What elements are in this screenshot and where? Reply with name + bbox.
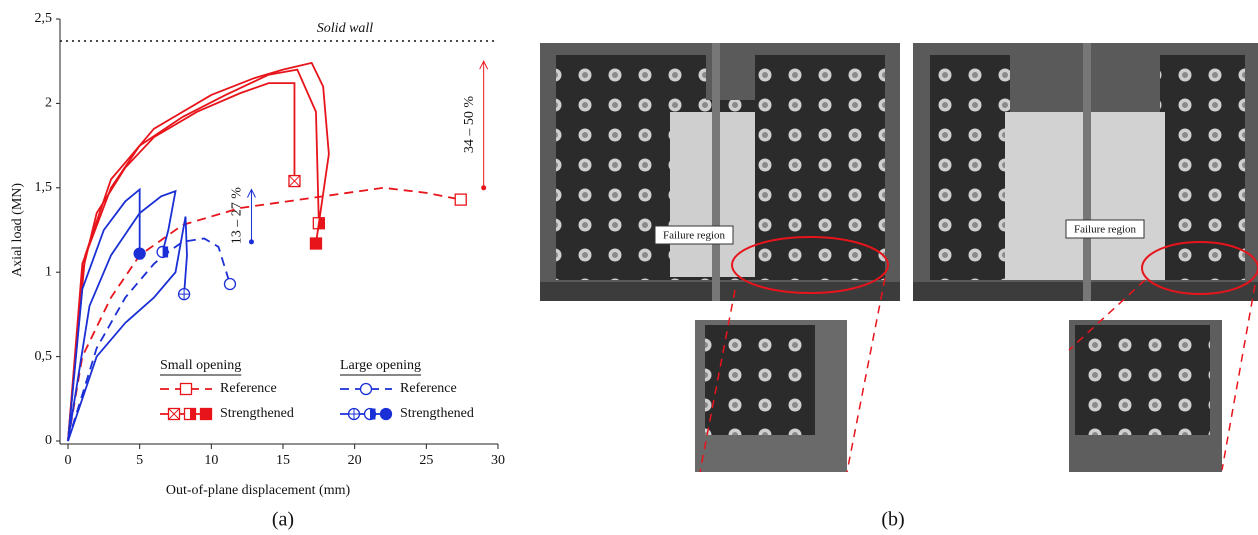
caption: (b) [881,509,904,531]
marker [310,238,321,249]
curve [68,188,461,441]
marker [224,279,235,290]
photo-small-opening [540,43,900,301]
range-label: 34 – 50 % [462,96,477,154]
y-tick-label: 0,5 [35,349,53,364]
marker [201,409,212,420]
x-tick-label: 15 [276,453,290,468]
x-tick-label: 10 [204,453,218,468]
legend-title: Small opening [160,358,241,373]
photo-label: Failure region [663,230,726,242]
y-tick-label: 2 [45,96,52,111]
range-label: 13 – 27 % [230,187,245,245]
photo-label: Failure region [1074,224,1137,236]
legend-title: Large opening [340,358,421,373]
marker [381,409,392,420]
range-dot [481,185,486,190]
legend-label: Reference [220,381,277,396]
y-tick-label: 2,5 [35,11,53,26]
marker [181,384,192,395]
legend-label: Strengthened [220,406,294,421]
marker [361,384,372,395]
photo-large-opening [913,43,1258,301]
x-tick-label: 30 [491,453,505,468]
marker [134,248,145,259]
curve [68,191,176,441]
y-axis-label: Axial load (MN) [10,183,25,277]
x-axis-label: Out-of-plane displacement (mm) [166,483,351,498]
marker-half [163,246,169,257]
y-tick-label: 0 [45,433,52,448]
marker-half [370,409,376,420]
curve [68,63,329,441]
x-tick-label: 20 [348,453,362,468]
x-tick-label: 25 [419,453,433,468]
photo-insets [695,278,1255,472]
y-tick-label: 1,5 [35,180,53,195]
legend-label: Strengthened [400,406,474,421]
marker-half [190,409,196,420]
figure: Failure region Failure region (a) (b) Ou… [0,0,1258,535]
x-tick-label: 5 [136,453,143,468]
legend-label: Reference [400,381,457,396]
caption: (a) [272,509,294,531]
reference-label: Solid wall [317,21,374,36]
y-tick-label: 1 [45,264,52,279]
curve [68,70,319,441]
range-dot [249,239,254,244]
x-tick-label: 0 [65,453,72,468]
marker [455,194,466,205]
